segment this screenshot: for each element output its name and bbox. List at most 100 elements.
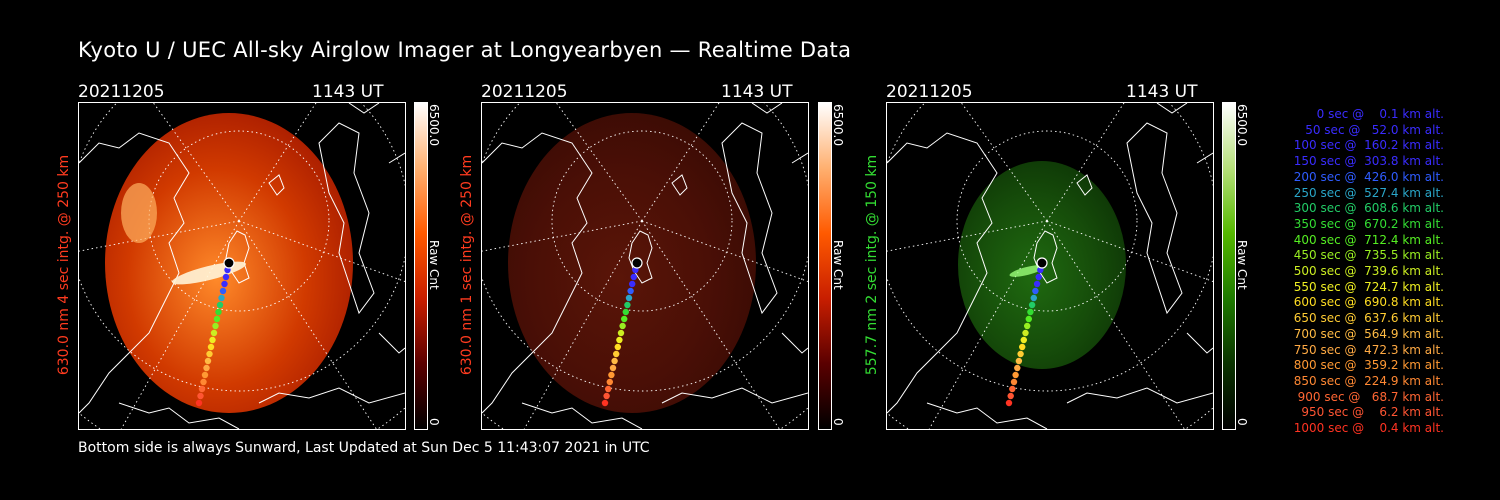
panel1-ylabel: 630.0 nm 4 sec intg. @ 250 km (56, 154, 72, 376)
trajectory-point (209, 336, 216, 344)
legend-row: 600 sec @ 690.8 km alt. (1289, 295, 1444, 310)
page-title: Kyoto U / UEC All-sky Airglow Imager at … (78, 38, 852, 62)
trajectory-point (1014, 364, 1021, 372)
panel3-ylabel: 557.7 nm 2 sec intg. @ 150 km (864, 154, 880, 376)
trajectory-point (218, 294, 225, 302)
panel2-cbar-min: 0 (831, 418, 845, 426)
legend-row: 450 sec @ 735.5 km alt. (1289, 248, 1444, 263)
trajectory-point (630, 273, 637, 281)
legend-row: 550 sec @ 724.7 km alt. (1289, 279, 1444, 294)
trajectory-point (1020, 336, 1027, 344)
trajectory-point (1022, 329, 1029, 337)
trajectory-point (1017, 350, 1024, 358)
trajectory-point (204, 357, 212, 365)
legend-row: 700 sec @ 564.9 km alt. (1289, 326, 1444, 341)
panel3-cbar-max: 6500.0 (1235, 104, 1249, 146)
panel3-cbar-unit: Raw Cnt (1235, 240, 1249, 290)
map-grid (482, 103, 808, 429)
legend-row: 0 sec @ 0.1 km alt. (1305, 107, 1444, 121)
trajectory-point (210, 329, 218, 337)
trajectory-point (1005, 399, 1013, 407)
legend-row: 400 sec @ 712.4 km alt. (1289, 232, 1444, 247)
legend-row: 850 sec @ 224.9 km alt. (1289, 373, 1444, 388)
legend-row: 1000 sec @ 0.4 km alt. (1293, 421, 1444, 436)
panel1-date: 20211205 (78, 82, 165, 102)
trajectory-point (222, 273, 230, 281)
trajectory-point (213, 315, 221, 323)
trajectory-point (219, 287, 227, 295)
legend-row: 750 sec @ 472.3 km alt. (1289, 342, 1444, 357)
panel2-time: 1143 UT (721, 82, 793, 102)
trajectory-point (629, 280, 636, 288)
trajectory-point (207, 343, 215, 351)
trajectory-point (197, 392, 204, 400)
legend-row: 200 sec @ 426.0 km alt. (1289, 169, 1444, 184)
trajectory-point (624, 301, 631, 309)
panel3-allsky-map (886, 102, 1214, 430)
panel2-cbar-unit: Raw Cnt (831, 240, 845, 290)
trajectory-point (203, 364, 210, 372)
aurora-arc (1009, 265, 1045, 277)
trajectory-point (627, 287, 634, 295)
panel1-time: 1143 UT (312, 82, 384, 102)
coastline (482, 103, 808, 429)
panel3-colorbar (1222, 102, 1236, 430)
trajectory-point (608, 371, 615, 379)
trajectory-point (611, 357, 618, 365)
legend-row: 500 sec @ 739.6 km alt. (1289, 264, 1444, 279)
trajectory-point (212, 322, 219, 330)
trajectory-point (1009, 385, 1016, 393)
legend-row: 100 sec @ 160.2 km alt. (1289, 138, 1444, 153)
trajectory-point (1025, 315, 1032, 323)
trajectory-point (1019, 343, 1026, 351)
trajectory-point (1030, 294, 1037, 302)
panel2-allsky-map (481, 102, 809, 430)
panel3-date: 20211205 (886, 82, 973, 102)
legend-row: 250 sec @ 527.4 km alt. (1289, 185, 1444, 200)
trajectory-point (619, 322, 626, 330)
trajectory-point (1007, 392, 1014, 400)
panel2-date: 20211205 (481, 82, 568, 102)
legend-row: 650 sec @ 637.6 km alt. (1289, 311, 1444, 326)
trajectory-point (206, 350, 213, 358)
panel1-colorbar (414, 102, 428, 430)
trajectory-point (601, 399, 609, 407)
legend-row: 900 sec @ 68.7 km alt. (1293, 389, 1444, 404)
footer-note: Bottom side is always Sunward, Last Upda… (78, 440, 650, 456)
coastline (887, 103, 1213, 429)
map-grid (79, 103, 405, 429)
trajectory-point (200, 378, 207, 386)
coastline (79, 103, 405, 429)
trajectory-point (622, 308, 629, 316)
legend-row: 300 sec @ 608.6 km alt. (1289, 201, 1444, 216)
trajectory-point (606, 378, 613, 386)
station-marker (223, 257, 235, 269)
trajectory-point (614, 343, 621, 351)
bright-patch (121, 183, 157, 243)
trajectory-point (1010, 378, 1018, 386)
legend-row: 150 sec @ 303.8 km alt. (1289, 154, 1444, 169)
trajectory-point (221, 280, 228, 288)
trajectory-point (1033, 280, 1041, 288)
trajectory-point (215, 308, 222, 316)
trajectory-point (616, 336, 623, 344)
trajectory-point (195, 399, 203, 407)
trajectory-point (605, 385, 612, 393)
panel2-cbar-max: 6500.0 (831, 104, 845, 146)
trajectory-point (198, 385, 206, 393)
trajectory-point (609, 364, 617, 372)
station-marker (1036, 257, 1048, 269)
legend-row: 350 sec @ 670.2 km alt. (1289, 216, 1444, 231)
trajectory-point (625, 294, 633, 302)
trajectory-point (1024, 322, 1031, 330)
trajectory-point (201, 371, 209, 379)
trajectory-point (1015, 357, 1023, 365)
trajectory-point (1028, 301, 1036, 309)
trajectory-point (1027, 308, 1034, 316)
map-grid (887, 103, 1213, 429)
trajectory-point (216, 301, 224, 309)
trajectory-point (621, 315, 628, 323)
panel1-cbar-unit: Raw Cnt (427, 240, 441, 290)
trajectory-point (1032, 287, 1039, 295)
trajectory-legend: 0 sec @ 0.1 km alt. 50 sec @ 52.0 km alt… (1258, 107, 1444, 437)
